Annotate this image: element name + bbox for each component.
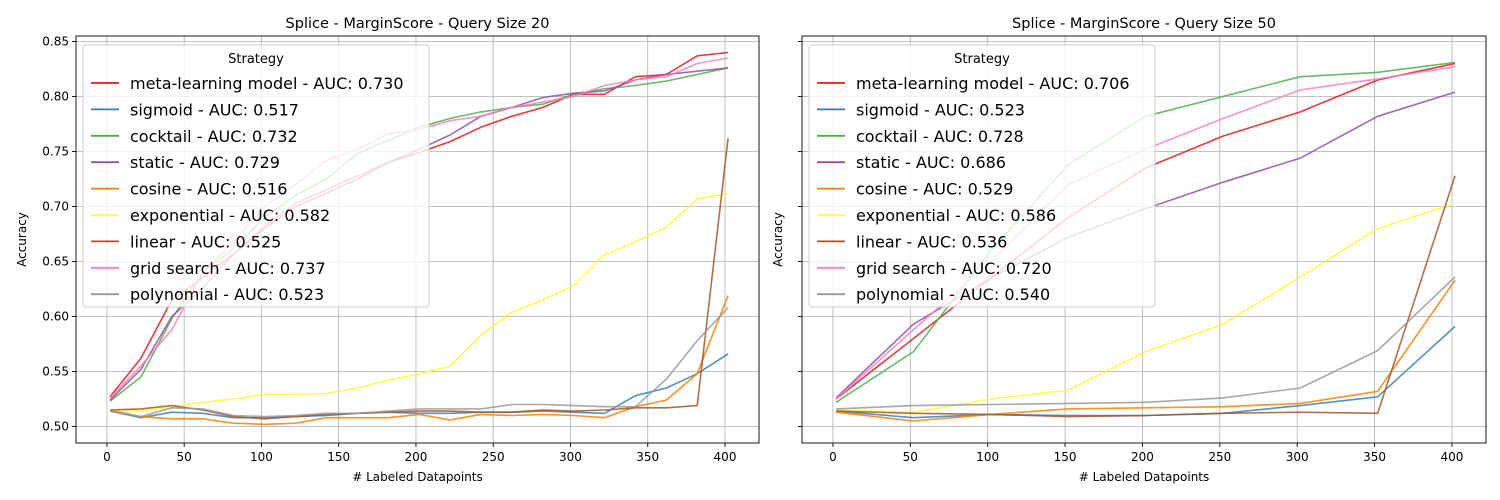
legend-title: Strategy	[954, 52, 1010, 67]
x-tick-label: 100	[250, 450, 273, 464]
x-tick-label: 200	[405, 450, 428, 464]
legend-item: sigmoid - AUC: 0.517	[91, 100, 299, 119]
legend-title: Strategy	[228, 52, 284, 67]
legend-item: static - AUC: 0.686	[817, 153, 1006, 172]
y-tick-label: 0.55	[42, 365, 69, 379]
legend-item: static - AUC: 0.729	[91, 153, 280, 172]
x-tick-label: 200	[1131, 450, 1154, 464]
legend-item: cocktail - AUC: 0.728	[817, 127, 1024, 146]
legend: Strategy meta-learning model - AUC: 0.706…	[808, 44, 1156, 308]
series-line-linear	[109, 138, 729, 420]
legend-label: sigmoid - AUC: 0.523	[856, 100, 1025, 119]
x-tick-label: 350	[636, 450, 659, 464]
legend-label: meta-learning model - AUC: 0.706	[856, 74, 1130, 93]
legend-item: cosine - AUC: 0.529	[817, 180, 1013, 199]
x-tick-label: 300	[559, 450, 582, 464]
series-line-cosine	[835, 279, 1456, 422]
x-tick-label: 400	[714, 450, 737, 464]
legend-label: static - AUC: 0.729	[130, 153, 280, 172]
legend-label: cocktail - AUC: 0.728	[856, 127, 1024, 146]
y-tick-label: 0.50	[42, 420, 69, 434]
y-axis-label: Accuracy	[15, 212, 29, 267]
series-line-polynomial	[109, 307, 729, 418]
legend-label: meta-learning model - AUC: 0.730	[130, 74, 404, 93]
legend-item: polynomial - AUC: 0.540	[817, 285, 1050, 304]
x-tick-label: 0	[103, 450, 111, 464]
legend-item: polynomial - AUC: 0.523	[91, 285, 324, 304]
series-line-cosine	[109, 295, 729, 426]
chart-panel-1: 0 50 100 150 200 250 300 350 400 0.50 0.55 0.60 0.65…	[15, 16, 760, 484]
legend: Strategy meta-learning model - AUC: 0.730…	[82, 44, 430, 308]
series-line-linear	[836, 175, 1456, 418]
x-tick-label: 250	[482, 450, 505, 464]
legend-item: cosine - AUC: 0.516	[91, 180, 287, 199]
x-tick-label: 50	[903, 450, 918, 464]
legend-item: sigmoid - AUC: 0.523	[817, 100, 1025, 119]
legend-label: cosine - AUC: 0.529	[856, 180, 1013, 199]
legend-label: sigmoid - AUC: 0.517	[130, 100, 299, 119]
chart-title: Splice - MarginScore - Query Size 20	[286, 16, 550, 32]
chart-title: Splice - MarginScore - Query Size 50	[1012, 16, 1276, 32]
x-tick-label: 0	[829, 450, 837, 464]
legend-label: linear - AUC: 0.525	[130, 232, 281, 251]
x-axis-label: # Labeled Datapoints	[352, 470, 483, 484]
x-tick-label: 250	[1208, 450, 1231, 464]
y-tick-label: 0.65	[42, 255, 69, 269]
axes-frame	[801, 35, 1487, 444]
legend-item: grid search - AUC: 0.737	[91, 259, 326, 278]
x-tick-label: 150	[327, 450, 350, 464]
series-line-polynomial	[836, 276, 1456, 410]
x-tick-label: 100	[976, 450, 999, 464]
legend-item: linear - AUC: 0.525	[91, 232, 281, 251]
x-tick-label: 50	[177, 450, 192, 464]
x-tick-label: 400	[1441, 450, 1464, 464]
x-tick-label: 150	[1054, 450, 1077, 464]
legend-box	[808, 44, 1156, 308]
series-line-exponential	[836, 202, 1456, 414]
legend-item: cocktail - AUC: 0.732	[91, 127, 298, 146]
legend-item: exponential - AUC: 0.586	[817, 206, 1056, 225]
legend-label: static - AUC: 0.686	[856, 153, 1006, 172]
legend-label: grid search - AUC: 0.720	[856, 259, 1052, 278]
legend-label: cocktail - AUC: 0.732	[130, 127, 298, 146]
legend-item: grid search - AUC: 0.720	[817, 259, 1052, 278]
legend-label: exponential - AUC: 0.586	[856, 206, 1056, 225]
y-axis-label: Accuracy	[771, 212, 785, 267]
legend-item: meta-learning model - AUC: 0.730	[91, 74, 404, 93]
x-tick-label: 300	[1286, 450, 1309, 464]
legend-label: polynomial - AUC: 0.540	[856, 285, 1050, 304]
x-axis-label: # Labeled Datapoints	[1079, 470, 1210, 484]
legend-item: meta-learning model - AUC: 0.706	[817, 74, 1130, 93]
legend-label: cosine - AUC: 0.516	[130, 180, 287, 199]
y-tick-label: 0.70	[42, 200, 69, 214]
legend-item: linear - AUC: 0.536	[817, 232, 1007, 251]
x-tick-label: 350	[1363, 450, 1386, 464]
legend-item: exponential - AUC: 0.582	[91, 206, 330, 225]
y-tick-label: 0.60	[42, 310, 69, 324]
series-line-sigmoid	[109, 353, 729, 419]
y-tick-label: 0.75	[42, 145, 69, 159]
series-line-exponential	[109, 192, 729, 412]
y-tick-label: 0.85	[42, 35, 69, 49]
axes-frame	[75, 35, 760, 444]
legend-label: polynomial - AUC: 0.523	[130, 285, 324, 304]
legend-label: linear - AUC: 0.536	[856, 232, 1007, 251]
chart-panel-2: 0 50 100 150 200 250 300 350 400 Splice - MarginS…	[771, 16, 1487, 484]
legend-label: exponential - AUC: 0.582	[130, 206, 330, 225]
legend-label: grid search - AUC: 0.737	[130, 259, 326, 278]
series-line-sigmoid	[835, 325, 1456, 419]
legend-box	[82, 44, 430, 308]
y-tick-label: 0.80	[42, 90, 69, 104]
